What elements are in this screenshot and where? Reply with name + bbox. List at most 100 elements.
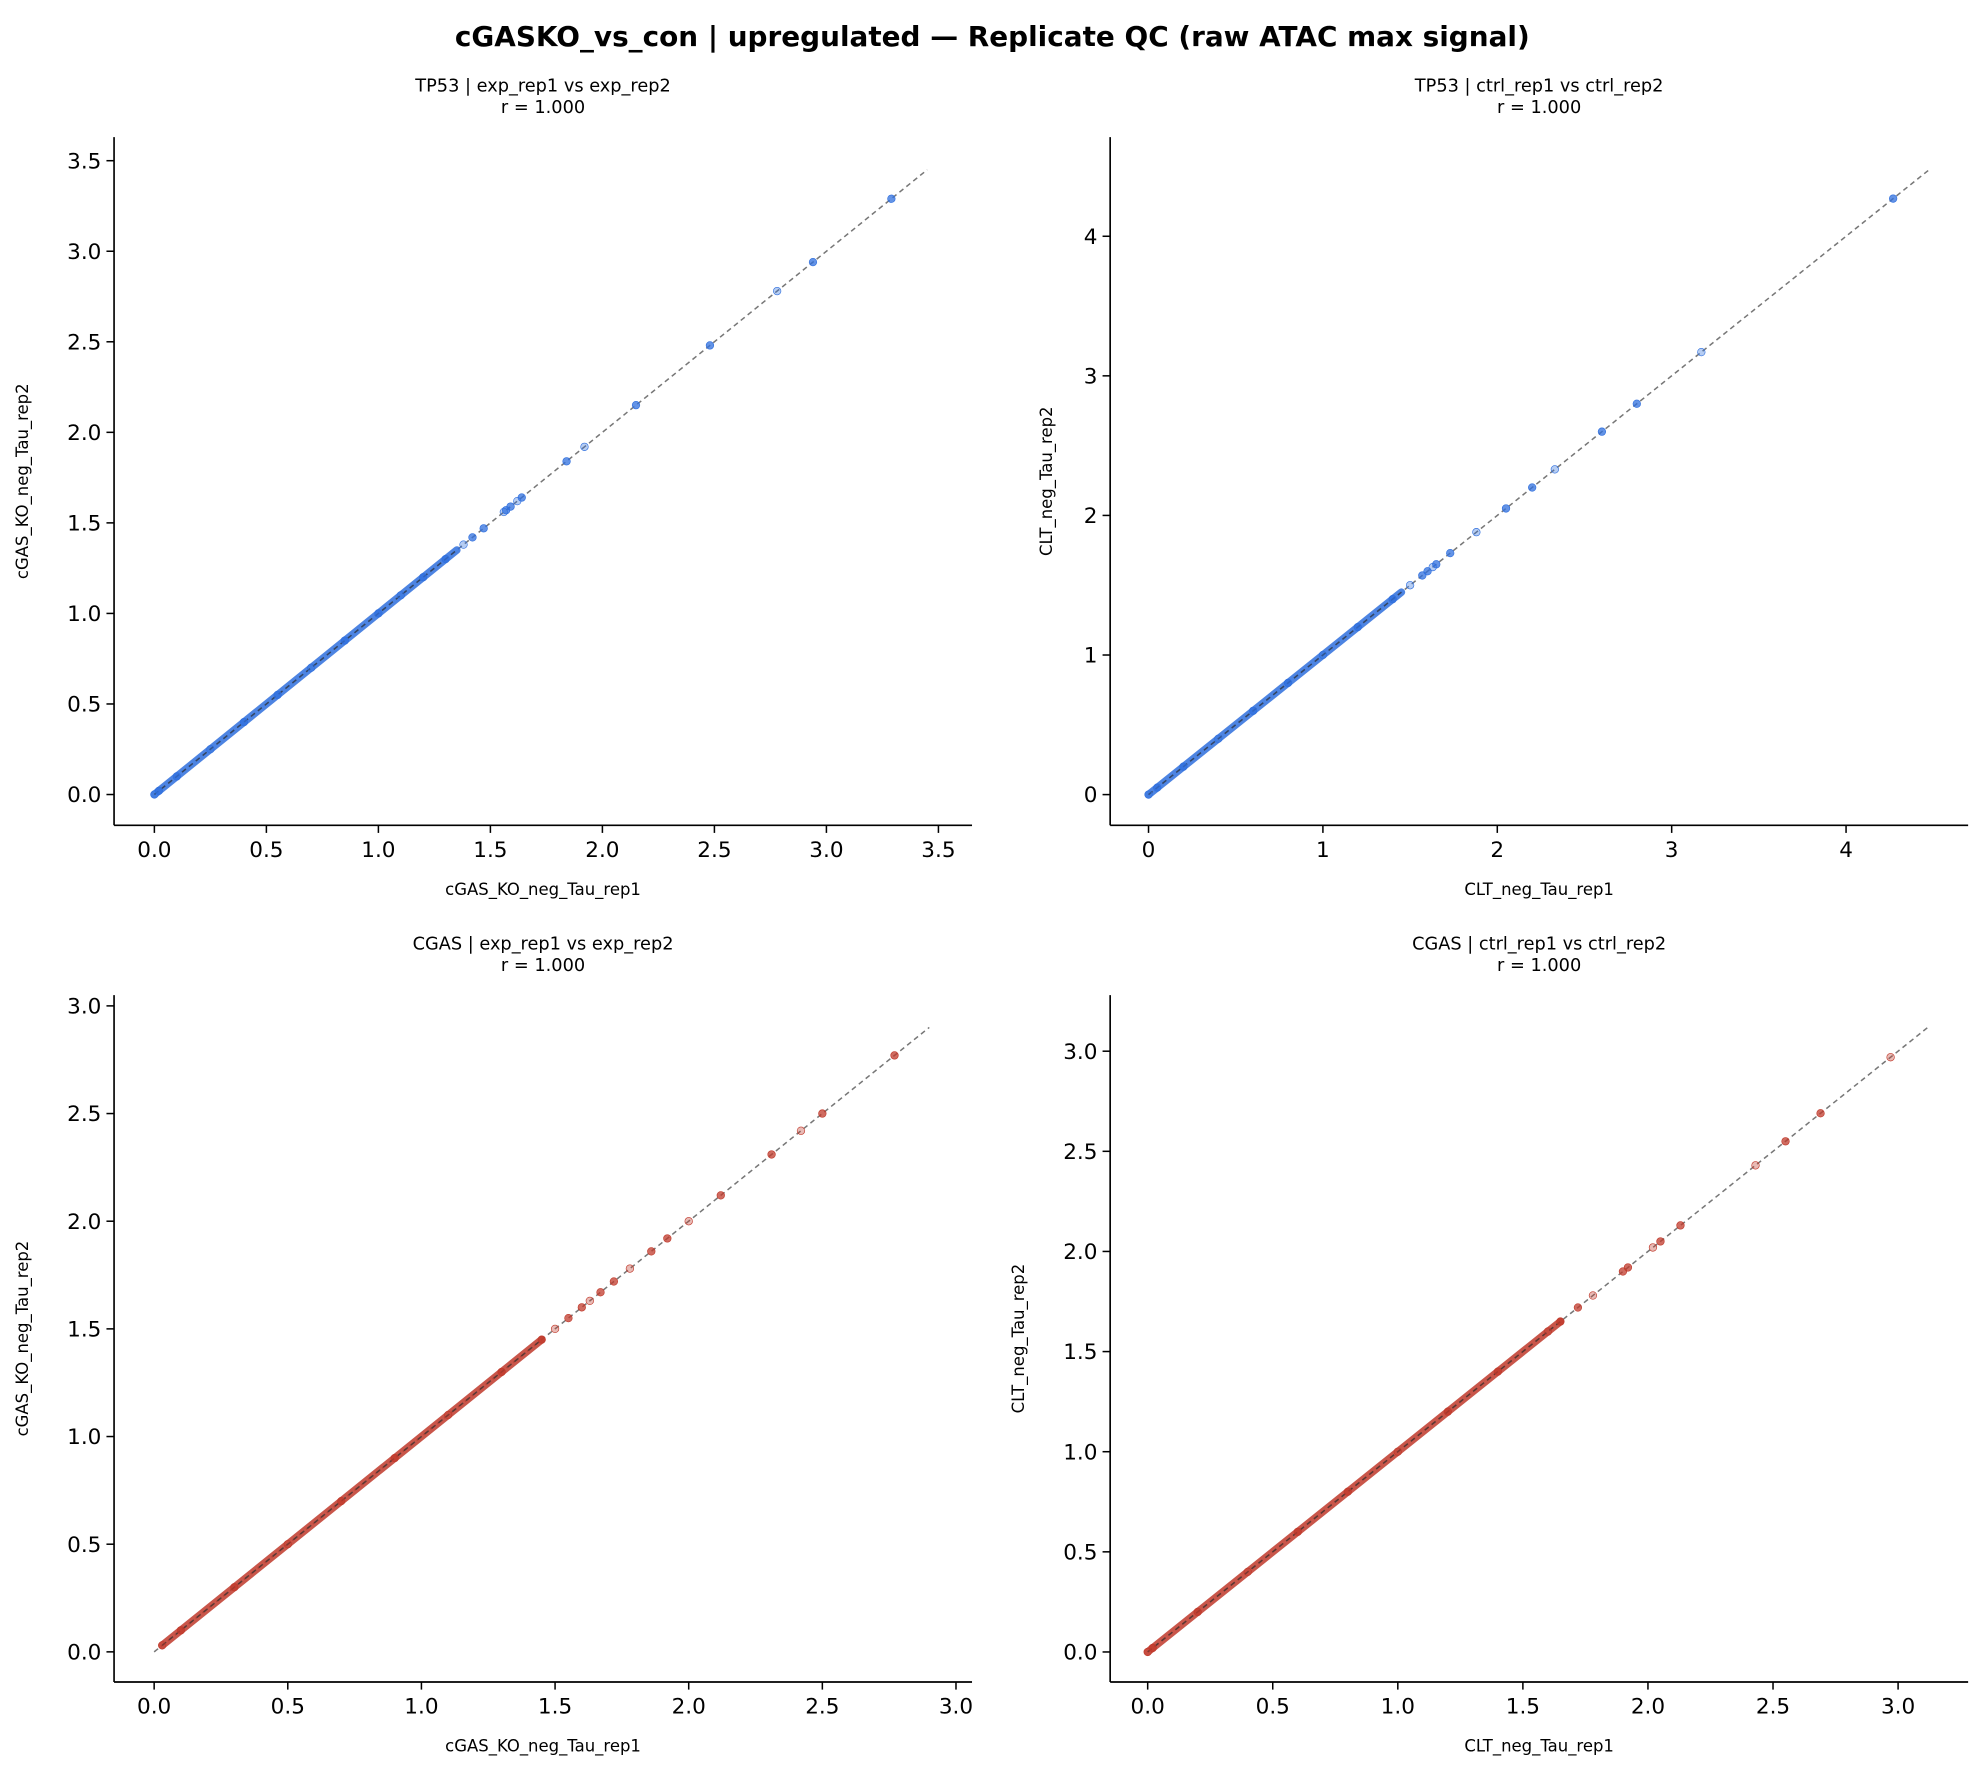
data-point: [479, 524, 488, 533]
data-point: [1293, 1527, 1302, 1536]
data-point: [374, 609, 383, 618]
x-tick-label: 3.5: [921, 838, 955, 863]
x-tick-label: 4: [1839, 838, 1853, 863]
data-point: [1343, 1487, 1352, 1496]
data-point: [468, 533, 477, 542]
y-tick-label: 3.0: [67, 240, 101, 265]
identity-line-overlay: [153, 549, 458, 796]
data-point: [1697, 347, 1706, 357]
y-tick-label: 0.0: [1063, 1641, 1097, 1666]
data-point: [497, 1367, 506, 1377]
data-point: [1632, 399, 1641, 408]
y-tick-label: 2.0: [1063, 1240, 1097, 1265]
data-point: [1432, 560, 1441, 569]
data-point: [1781, 1137, 1790, 1146]
subplot-subtitle: r = 1.000: [501, 98, 585, 118]
data-point: [273, 690, 282, 700]
y-tick-label: 4: [1084, 225, 1098, 250]
x-tick-label: 1.5: [538, 1695, 572, 1720]
x-tick-label: 3.0: [809, 838, 843, 863]
data-point: [1318, 650, 1328, 660]
x-tick-label: 0.5: [249, 838, 283, 863]
data-point: [1648, 1243, 1658, 1252]
data-point: [1573, 1303, 1583, 1312]
y-tick-label: 3.0: [1063, 1040, 1097, 1065]
y-axis-label: cGAS_KO_neg_Tau_rep2: [13, 383, 33, 579]
data-point: [1751, 1161, 1760, 1170]
data-point: [562, 457, 571, 466]
data-point: [1153, 783, 1162, 792]
data-point: [818, 1109, 827, 1118]
subplot-title: CGAS | exp_rep1 vs exp_rep2: [413, 934, 674, 954]
data-point: [1446, 548, 1455, 558]
x-tick-label: 2.0: [1631, 1695, 1665, 1720]
x-tick-label: 1.0: [361, 838, 395, 863]
x-tick-label: 3: [1665, 838, 1679, 863]
data-point: [1528, 483, 1537, 492]
x-tick-label: 0.0: [137, 1695, 171, 1720]
x-tick-label: 1.5: [473, 838, 507, 863]
data-point: [1283, 678, 1293, 688]
data-point: [550, 1324, 560, 1333]
identity-line-overlay: [161, 1339, 543, 1646]
x-axis-label: cGAS_KO_neg_Tau_rep1: [445, 880, 641, 900]
x-tick-label: 1.0: [404, 1695, 438, 1720]
data-point: [172, 772, 181, 781]
data-point: [716, 1191, 725, 1200]
data-point: [1816, 1109, 1825, 1118]
y-tick-label: 1.5: [67, 1317, 101, 1342]
y-tick-label: 0.5: [1063, 1540, 1097, 1565]
x-tick-label: 0.5: [1256, 1695, 1290, 1720]
y-tick-label: 2.5: [1063, 1140, 1097, 1165]
data-point: [1405, 581, 1415, 590]
data-point: [767, 1150, 776, 1159]
data-point: [517, 493, 526, 502]
x-tick-label: 2.5: [1756, 1695, 1790, 1720]
data-point: [890, 1051, 899, 1060]
data-point: [1393, 1447, 1402, 1456]
x-tick-label: 1.5: [1506, 1695, 1540, 1720]
data-point: [1543, 1327, 1553, 1336]
data-point: [808, 257, 818, 267]
identity-line: [1148, 168, 1931, 796]
x-axis-label: cGAS_KO_neg_Tau_rep1: [445, 1737, 641, 1757]
y-tick-label: 1.0: [67, 1425, 101, 1450]
data-point: [887, 194, 896, 203]
data-point: [239, 717, 249, 727]
data-point: [647, 1247, 656, 1256]
data-point: [1472, 528, 1481, 537]
data-point: [1597, 427, 1607, 436]
y-tick-label: 2.0: [67, 1210, 101, 1235]
data-point: [1501, 504, 1511, 513]
data-point: [1656, 1237, 1665, 1246]
y-tick-label: 0.0: [67, 1640, 101, 1665]
subplot-title: TP53 | exp_rep1 vs exp_rep2: [414, 77, 670, 97]
y-axis-label: CLT_neg_Tau_rep2: [1037, 406, 1057, 556]
y-tick-label: 0.5: [67, 693, 101, 718]
data-point: [596, 1288, 605, 1297]
data-point: [158, 1641, 167, 1650]
data-point: [796, 1126, 806, 1135]
data-point: [1886, 1053, 1895, 1062]
data-point: [1493, 1367, 1502, 1376]
subplot-subtitle: r = 1.000: [1497, 98, 1581, 118]
y-axis-label: cGAS_KO_neg_Tau_rep2: [13, 1241, 33, 1437]
data-point: [441, 554, 450, 564]
subplot-title: TP53 | ctrl_rep1 vs ctrl_rep2: [1414, 77, 1664, 97]
subplot-subtitle: r = 1.000: [1497, 956, 1581, 976]
data-point: [1623, 1263, 1633, 1272]
data-point: [625, 1264, 635, 1273]
data-point: [337, 1497, 346, 1506]
data-point: [537, 1335, 546, 1344]
data-point: [577, 1303, 586, 1312]
data-point: [631, 401, 641, 410]
data-point: [1249, 706, 1258, 715]
data-point: [609, 1277, 618, 1286]
x-tick-label: 1: [1316, 838, 1330, 863]
data-point: [1148, 1643, 1157, 1653]
data-point: [1179, 762, 1188, 771]
